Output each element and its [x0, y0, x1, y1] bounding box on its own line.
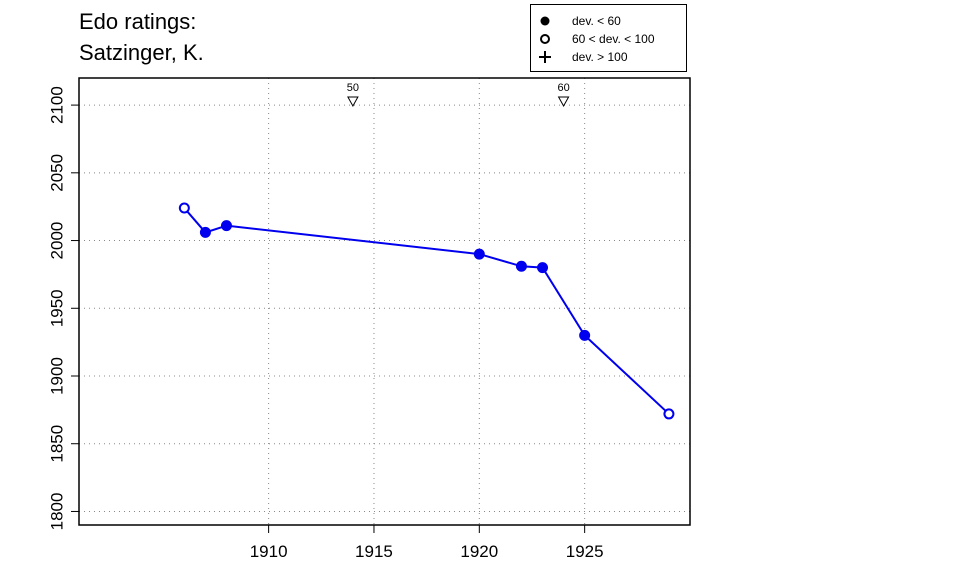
- down-triangle-icon: [347, 96, 359, 108]
- data-point-filled: [199, 226, 211, 238]
- y-tick-label: 1950: [47, 289, 66, 327]
- legend-label: 60 < dev. < 100: [572, 32, 655, 46]
- x-tick-label: 1915: [355, 542, 393, 561]
- y-tick-label: 2000: [47, 222, 66, 260]
- axes: 1910 1915 1920 1925 1800 1850 1900 1950 2000 2050…: [47, 86, 603, 561]
- annotation-label: 60: [557, 82, 569, 94]
- data-point-filled: [579, 329, 591, 341]
- x-tick-label: 1910: [250, 542, 288, 561]
- legend-item-open: 60 < dev. < 100: [531, 30, 686, 48]
- filled-circle-icon: [540, 16, 550, 26]
- data-point-filled: [473, 248, 485, 260]
- annotation-label: 50: [347, 82, 359, 94]
- x-tick-label: 1920: [460, 542, 498, 561]
- data-series: [178, 202, 675, 420]
- y-tick-label: 1900: [47, 357, 66, 395]
- open-circle-icon: [540, 34, 550, 44]
- y-tick-label: 2050: [47, 154, 66, 192]
- x-tick-label: 1925: [566, 542, 604, 561]
- y-tick-label: 1850: [47, 425, 66, 463]
- y-tick-label: 1800: [47, 493, 66, 531]
- plot-frame: [78, 77, 691, 526]
- legend: dev. < 60 60 < dev. < 100 dev. > 100: [530, 4, 687, 72]
- chart-title-line-2: Satzinger, K.: [79, 40, 204, 65]
- data-point-filled: [537, 262, 549, 274]
- chart-title-line-1: Edo ratings:: [79, 9, 197, 34]
- y-tick-label: 2100: [47, 86, 66, 124]
- data-point-filled: [220, 220, 232, 232]
- down-triangle-icon: [557, 96, 570, 108]
- annotations: 50 60: [347, 82, 570, 108]
- plus-icon: [539, 51, 551, 63]
- legend-label: dev. > 100: [572, 50, 628, 64]
- legend-item-plus: dev. > 100: [531, 48, 686, 66]
- data-point-open: [178, 202, 190, 214]
- legend-item-filled: dev. < 60: [531, 12, 686, 30]
- legend-label: dev. < 60: [572, 14, 621, 28]
- data-point-filled: [515, 260, 527, 272]
- grid-lines: [79, 78, 690, 525]
- series-line: [183, 207, 670, 415]
- data-point-open: [663, 408, 675, 420]
